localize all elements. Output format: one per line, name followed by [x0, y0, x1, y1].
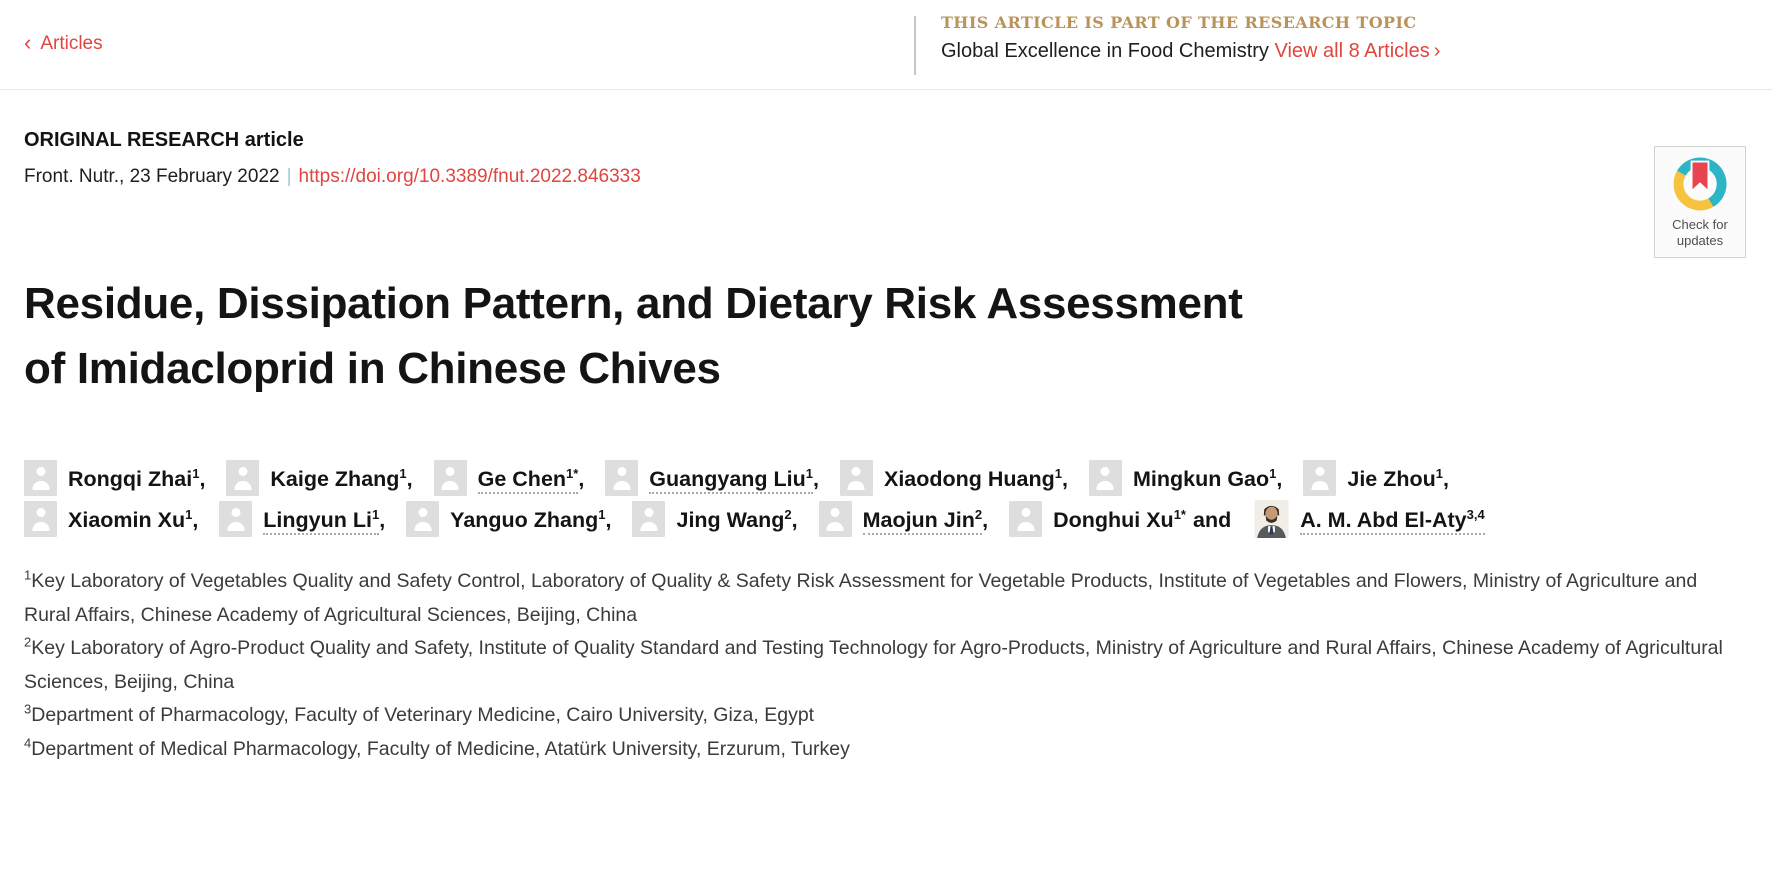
author-name: Xiaomin Xu1	[68, 507, 193, 533]
article-title: Residue, Dissipation Pattern, and Dietar…	[24, 272, 1748, 401]
author-list: Rongqi Zhai1, Kaige Zhang1, Ge Chen1*, G…	[24, 459, 1748, 541]
author-name: Rongqi Zhai1	[68, 466, 200, 492]
author-separator: ,	[406, 467, 413, 492]
article-main: ORIGINAL RESEARCH article Front. Nutr., …	[0, 90, 1772, 766]
affiliation-sup: 2	[24, 634, 32, 650]
person-placeholder-icon	[24, 460, 57, 497]
author-item: Jie Zhou1,	[1303, 460, 1449, 497]
author-name: Yanguo Zhang1	[450, 507, 606, 533]
author-item: Rongqi Zhai1,	[24, 460, 206, 497]
affiliation-4: 4Department of Medical Pharmacology, Fac…	[24, 733, 1740, 767]
research-topic-line: Global Excellence in Food Chemistry View…	[941, 40, 1440, 63]
person-placeholder-icon	[632, 501, 666, 538]
affiliation-text: Department of Medical Pharmacology, Facu…	[31, 737, 850, 760]
author-name-link[interactable]: Maojun Jin2	[862, 508, 983, 536]
affiliation-text: Department of Pharmacology, Faculty of V…	[31, 704, 815, 727]
research-topic-label: THIS ARTICLE IS PART OF THE RESEARCH TOP…	[941, 13, 1417, 32]
affiliation-text: Key Laboratory of Vegetables Quality and…	[24, 570, 1698, 626]
affiliation-text: Key Laboratory of Agro-Product Quality a…	[24, 637, 1723, 693]
person-placeholder-icon	[1088, 460, 1122, 497]
person-placeholder-icon	[24, 501, 57, 538]
author-name: Jing Wang2	[676, 507, 792, 533]
author-separator: ,	[813, 467, 819, 492]
author-name: Donghui Xu1*	[1053, 507, 1186, 533]
author-separator: ,	[192, 508, 199, 533]
author-name-link[interactable]: Guangyang Liu1	[649, 467, 814, 495]
check-for-updates-badge[interactable]: Check for updates	[1654, 146, 1746, 258]
author-separator: ,	[605, 508, 612, 533]
author-item: Kaige Zhang1,	[226, 460, 413, 497]
author-item: Guangyang Liu1,	[605, 460, 819, 497]
author-item: Xiaodong Huang1,	[839, 460, 1068, 497]
author-name: Xiaodong Huang1	[883, 466, 1063, 492]
author-item: Xiaomin Xu1,	[24, 501, 199, 538]
citation-line: Front. Nutr., 23 February 2022 | https://d…	[24, 166, 1748, 188]
header-vertical-divider	[914, 16, 916, 75]
research-topic-title: Global Excellence in Food Chemistry	[941, 40, 1269, 62]
page-header: ‹ Articles THIS ARTICLE IS PART OF THE RE…	[0, 0, 1772, 90]
crossmark-icon	[1673, 157, 1727, 211]
author-item: Ge Chen1*,	[433, 460, 585, 497]
author-name: Jie Zhou1	[1347, 466, 1443, 492]
person-placeholder-icon	[406, 501, 440, 538]
author-photo-avatar[interactable]	[1254, 500, 1289, 539]
affiliation-3: 3Department of Pharmacology, Faculty of …	[24, 699, 1740, 733]
person-placeholder-icon	[1009, 501, 1043, 538]
author-separator: ,	[982, 508, 989, 533]
person-placeholder-icon[interactable]	[818, 501, 852, 538]
doi-link[interactable]: https://doi.org/10.3389/fnut.2022.846333	[298, 166, 641, 187]
article-type-label: ORIGINAL RESEARCH article	[24, 129, 304, 151]
view-all-label: View all 8 Articles	[1274, 40, 1430, 62]
author-separator: ,	[791, 508, 798, 533]
author-item: Maojun Jin2,	[818, 501, 989, 538]
author-separator: ,	[1062, 467, 1068, 492]
author-item: Mingkun Gao1,	[1088, 460, 1283, 497]
back-to-articles-link[interactable]: ‹ Articles	[24, 29, 103, 55]
person-placeholder-icon	[226, 460, 260, 497]
author-separator: ,	[1443, 467, 1449, 492]
title-line-1: Residue, Dissipation Pattern, and Dietar…	[24, 279, 1243, 328]
author-name: Kaige Zhang1	[270, 466, 407, 492]
citation-text: Front. Nutr., 23 February 2022	[24, 166, 280, 187]
affiliation-sup: 3	[24, 701, 32, 717]
title-line-2: of Imidacloprid in Chinese Chives	[24, 343, 721, 393]
author-item: Lingyun Li1,	[219, 501, 386, 538]
author-item: A. M. Abd El-Aty3,4	[1254, 500, 1485, 539]
person-placeholder-icon[interactable]	[433, 460, 467, 497]
author-name-link[interactable]: Lingyun Li1	[263, 508, 380, 536]
affiliation-2: 2Key Laboratory of Agro-Product Quality …	[24, 632, 1740, 699]
pipe-separator: |	[286, 166, 292, 187]
affiliation-sup: 4	[24, 735, 32, 751]
author-separator: ,	[1276, 467, 1283, 492]
research-topic-block: THIS ARTICLE IS PART OF THE RESEARCH TOP…	[941, 13, 1440, 63]
chevron-left-icon: ‹	[24, 30, 32, 55]
affiliations-list: 1Key Laboratory of Vegetables Quality an…	[24, 565, 1740, 766]
author-name-link[interactable]: Ge Chen1*	[477, 467, 579, 495]
person-placeholder-icon[interactable]	[605, 460, 639, 497]
author-name: Mingkun Gao1	[1132, 466, 1277, 492]
chevron-right-icon: ›	[1433, 40, 1441, 62]
person-placeholder-icon	[839, 460, 873, 497]
back-link-label: Articles	[40, 33, 103, 54]
view-all-articles-link[interactable]: View all 8 Articles ›	[1274, 40, 1440, 62]
author-separator: and	[1192, 508, 1232, 533]
author-separator: ,	[379, 508, 386, 533]
author-name-link[interactable]: A. M. Abd El-Aty3,4	[1300, 508, 1485, 536]
affiliation-sup: 1	[24, 567, 32, 583]
author-item: Jing Wang2,	[632, 501, 798, 538]
author-separator: ,	[578, 467, 585, 492]
author-separator: ,	[199, 467, 206, 492]
check-for-updates-label: Check for updates	[1672, 217, 1728, 248]
affiliation-1: 1Key Laboratory of Vegetables Quality an…	[24, 565, 1740, 632]
person-placeholder-icon	[1303, 460, 1337, 497]
author-item: Donghui Xu1* and	[1009, 501, 1233, 538]
person-placeholder-icon[interactable]	[219, 501, 253, 538]
author-item: Yanguo Zhang1,	[406, 501, 612, 538]
